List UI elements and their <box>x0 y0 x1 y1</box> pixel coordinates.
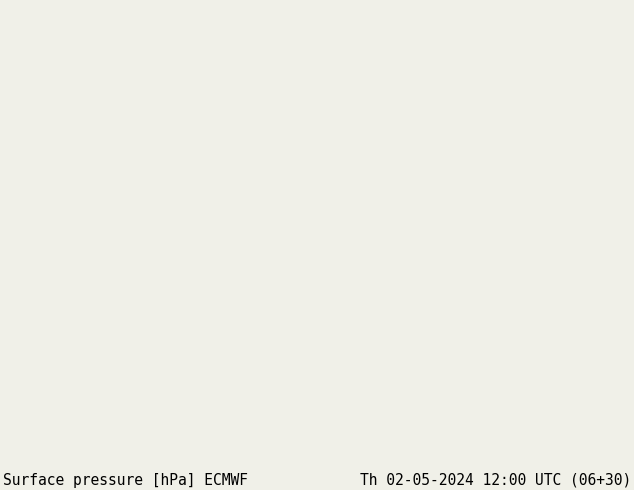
Text: Th 02-05-2024 12:00 UTC (06+30): Th 02-05-2024 12:00 UTC (06+30) <box>359 472 631 488</box>
Text: Surface pressure [hPa] ECMWF: Surface pressure [hPa] ECMWF <box>3 472 248 488</box>
